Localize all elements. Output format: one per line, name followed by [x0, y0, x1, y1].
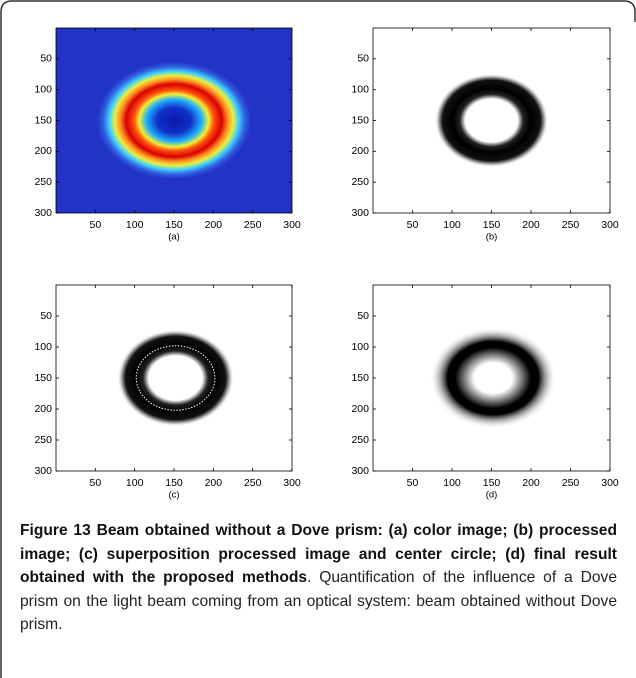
- y-tick-label: 300: [34, 465, 52, 477]
- beam-ring: [117, 330, 233, 427]
- x-tick-label: 200: [522, 477, 540, 489]
- y-tick-label: 250: [351, 434, 369, 446]
- x-tick-label: 300: [283, 477, 301, 489]
- y-tick-label: 150: [351, 114, 369, 126]
- x-tick-label: 100: [126, 219, 144, 231]
- x-tick-label: 200: [205, 219, 223, 231]
- y-tick-label: 100: [34, 83, 52, 95]
- page: 50 100 150 200 250 300 50 100 150 200 250 300 (a) 50 1…: [0, 0, 636, 678]
- panel-label: (c): [168, 490, 179, 501]
- y-tick-label: 250: [351, 176, 369, 188]
- x-tick-label: 150: [483, 219, 501, 231]
- panel-label: (b): [486, 232, 498, 243]
- y-tick-label: 250: [34, 176, 52, 188]
- beam-ring: [97, 62, 251, 179]
- y-tick-label: 300: [34, 207, 52, 219]
- beam-ring: [435, 74, 549, 168]
- x-tick-label: 150: [165, 477, 183, 489]
- x-tick-label: 250: [562, 219, 580, 231]
- x-tick-label: 100: [126, 477, 144, 489]
- y-tick-label: 150: [351, 372, 369, 384]
- x-tick-label: 50: [407, 219, 419, 231]
- x-tick-label: 300: [601, 477, 619, 489]
- y-tick-label: 50: [357, 53, 369, 65]
- x-tick-label: 250: [244, 219, 262, 231]
- y-tick-label: 200: [351, 403, 369, 415]
- x-tick-label: 150: [165, 219, 183, 231]
- y-tick-label: 150: [34, 114, 52, 126]
- y-tick-label: 300: [351, 207, 369, 219]
- caption: Figure 13 Beam obtained without a Dove p…: [20, 519, 617, 637]
- x-tick-label: 50: [89, 477, 101, 489]
- x-tick-label: 50: [407, 477, 419, 489]
- x-tick-label: 250: [244, 477, 262, 489]
- y-tick-label: 50: [40, 53, 52, 65]
- x-tick-label: 200: [205, 477, 223, 489]
- x-tick-label: 100: [443, 477, 461, 489]
- y-tick-label: 200: [34, 403, 52, 415]
- y-tick-label: 200: [351, 145, 369, 157]
- panel-label: (d): [486, 490, 498, 501]
- caption-label: Figure 13: [20, 522, 91, 539]
- y-tick-label: 50: [357, 310, 369, 322]
- y-tick-label: 100: [34, 341, 52, 353]
- panel-label: (a): [168, 232, 180, 243]
- x-tick-label: 150: [483, 477, 501, 489]
- x-tick-label: 100: [443, 219, 461, 231]
- y-tick-label: 250: [34, 434, 52, 446]
- x-tick-label: 50: [89, 219, 101, 231]
- y-tick-label: 300: [351, 465, 369, 477]
- y-tick-label: 100: [351, 341, 369, 353]
- y-tick-label: 200: [34, 145, 52, 157]
- x-tick-label: 300: [283, 219, 301, 231]
- y-tick-label: 100: [351, 83, 369, 95]
- y-tick-label: 150: [34, 372, 52, 384]
- beam-ring: [430, 327, 556, 429]
- y-tick-label: 50: [40, 310, 52, 322]
- x-tick-label: 300: [601, 219, 619, 231]
- x-tick-label: 200: [522, 219, 540, 231]
- x-tick-label: 250: [562, 477, 580, 489]
